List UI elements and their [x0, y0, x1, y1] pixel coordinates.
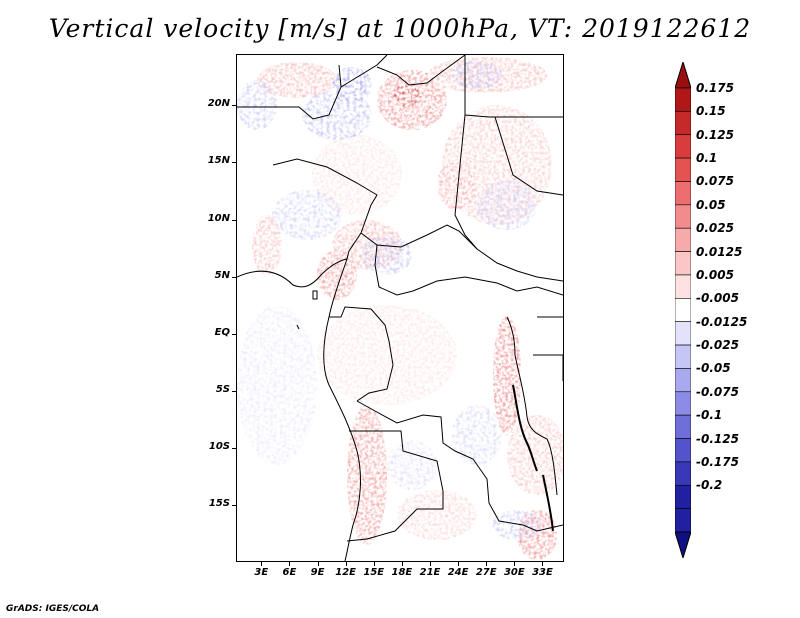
lat-tick	[232, 447, 236, 449]
colorbar-label: -0.075	[696, 384, 739, 399]
credit-text: GrADS: IGES/COLA	[6, 604, 100, 614]
map-boundaries	[237, 55, 563, 561]
lon-tick	[542, 562, 544, 566]
angola-border	[346, 430, 444, 542]
colorbar-label: -0.175	[696, 454, 739, 469]
colorbar-swatch	[675, 484, 691, 509]
colorbar-swatch	[675, 87, 691, 112]
colorbar-swatch	[675, 344, 691, 369]
colorbar-swatch	[675, 274, 691, 299]
lat-tick	[232, 276, 236, 278]
colorbar-min-arrow	[675, 531, 691, 558]
lon-tick	[261, 562, 263, 566]
lon-tick	[289, 562, 291, 566]
lon-label: 6E	[282, 567, 297, 578]
color-bar	[675, 62, 691, 558]
colorbar-label: 0.075	[696, 174, 734, 189]
colorbar-label: -0.05	[696, 361, 731, 376]
lon-label: 12E	[335, 567, 357, 578]
lat-tick	[232, 390, 236, 392]
great-lakes	[506, 316, 563, 496]
nigeria-border	[272, 158, 378, 260]
colorbar-swatch	[675, 414, 691, 439]
congo-border	[329, 306, 394, 402]
lon-tick	[345, 562, 347, 566]
lat-label: 5N	[214, 269, 230, 281]
gulf-islands	[296, 290, 318, 330]
niger-chad-border	[340, 55, 466, 88]
lon-label: 18E	[391, 567, 413, 578]
colorbar-label: 0.05	[696, 197, 726, 212]
colorbar-label: 0.0125	[696, 244, 743, 259]
colorbar-swatch	[675, 111, 691, 136]
colorbar-label: -0.0125	[696, 314, 748, 329]
lat-tick	[232, 105, 236, 107]
lat-label: 10N	[207, 212, 230, 224]
lon-tick	[373, 562, 375, 566]
lon-tick	[486, 562, 488, 566]
lon-tick	[458, 562, 460, 566]
lon-label: 24E	[447, 567, 469, 578]
map-title: Vertical velocity [m/s] at 1000hPa, VT: …	[48, 14, 752, 43]
lat-label: 15N	[207, 155, 230, 167]
lat-tick	[232, 162, 236, 164]
lat-tick	[232, 333, 236, 335]
colorbar-swatch	[675, 204, 691, 229]
lon-label: 15E	[363, 567, 385, 578]
colorbar-label: 0.15	[696, 104, 726, 119]
colorbar-label: -0.2	[696, 478, 723, 493]
lon-label: 30E	[503, 567, 525, 578]
colorbar-swatch	[675, 157, 691, 182]
drc-south-border	[356, 400, 563, 532]
colorbar-swatch	[675, 391, 691, 416]
colorbar-swatch	[675, 251, 691, 276]
chad-east-border	[454, 55, 563, 282]
western-border	[237, 64, 342, 120]
lon-tick	[317, 562, 319, 566]
lat-tick	[232, 219, 236, 221]
colorbar-swatch	[675, 508, 691, 533]
lon-tick	[401, 562, 403, 566]
colorbar-swatch	[675, 438, 691, 463]
colorbar-label: -0.1	[696, 408, 723, 423]
vertical-velocity-field	[237, 55, 563, 561]
colorbar-label: -0.125	[696, 431, 739, 446]
lon-label: 21E	[419, 567, 441, 578]
car-border	[360, 224, 563, 296]
lat-label: 5S	[215, 383, 230, 395]
coastline	[237, 258, 361, 561]
lon-tick	[429, 562, 431, 566]
colorbar-label: -0.005	[696, 291, 739, 306]
colorbar-swatch	[675, 134, 691, 159]
colorbar-label: 0.125	[696, 127, 734, 142]
colorbar-swatch	[675, 181, 691, 206]
lon-tick	[514, 562, 516, 566]
colorbar-label: 0.005	[696, 267, 734, 282]
colorbar-label: 0.175	[696, 81, 734, 95]
colorbar-swatch	[675, 368, 691, 393]
lat-label: 10S	[208, 440, 230, 452]
lon-label: 3E	[254, 567, 269, 578]
lon-label: 9E	[310, 567, 325, 578]
colorbar-swatch	[675, 298, 691, 322]
lat-label: EQ	[214, 326, 230, 338]
lake-tanganyika	[512, 384, 538, 472]
colorbar-label: 0.025	[696, 221, 734, 236]
lake-malawi	[542, 474, 554, 532]
north-sudan-border	[464, 114, 563, 196]
colorbar-swatch	[675, 321, 691, 346]
colorbar-swatch	[675, 227, 691, 252]
lat-label: 20N	[207, 98, 230, 110]
lat-label: 15S	[208, 497, 230, 509]
colorbar-label: -0.025	[696, 338, 739, 353]
lon-label: 33E	[532, 567, 553, 578]
map-panel	[236, 54, 564, 562]
colorbar-swatch	[675, 461, 691, 486]
colorbar-label: 0.1	[696, 151, 718, 166]
lat-tick	[232, 504, 236, 506]
colorbar-max-arrow	[675, 62, 691, 89]
lon-label: 27E	[475, 567, 497, 578]
